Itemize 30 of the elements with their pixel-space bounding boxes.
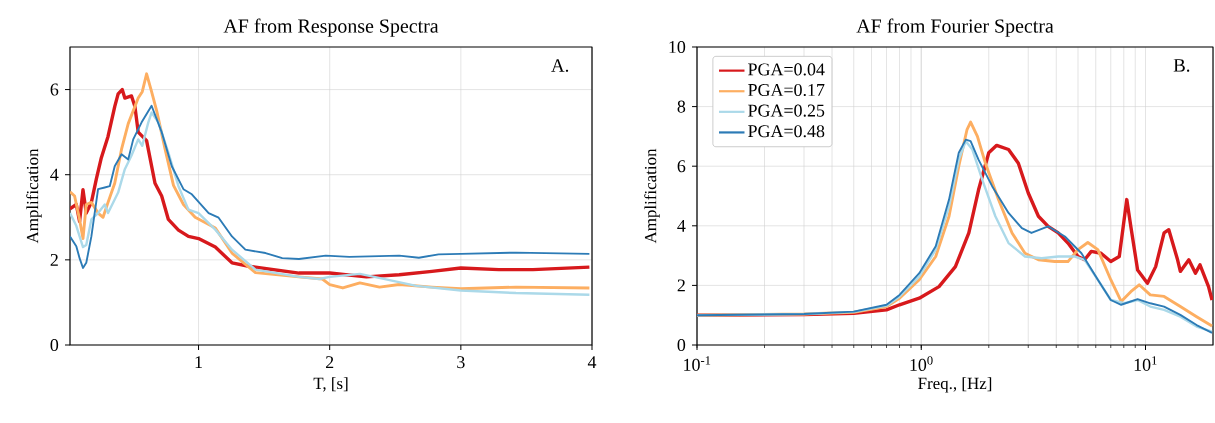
chart-title: AF from Response Spectra [223, 18, 439, 37]
y-tick-label: 0 [50, 338, 59, 352]
annotation: A. [551, 59, 569, 72]
y-tick-label: 8 [677, 100, 686, 113]
x-tick-label: 3 [457, 356, 465, 369]
y-tick-label: 6 [677, 160, 686, 173]
legend-label: PGA=0.25 [748, 104, 825, 117]
y-tick-label: 0 [677, 338, 686, 352]
x-tick-label: 10$^{1}$ [1134, 356, 1157, 371]
y-axis-title: Amplification [644, 148, 660, 244]
y-tick-label: 6 [50, 83, 59, 96]
y-tick-label: 4 [677, 219, 686, 232]
y-tick-label: 10 [669, 40, 686, 54]
annotation: B. [1173, 59, 1190, 72]
y-tick-label: 2 [677, 279, 685, 292]
y-tick-label: 4 [50, 168, 59, 181]
x-tick-label: 4 [587, 356, 597, 368]
chart-title: AF from Fourier Spectra [856, 18, 1054, 37]
legend-label: PGA=0.17 [748, 83, 825, 97]
x-tick-label: 10$^{-1}$ [684, 356, 711, 371]
legend-label: PGA=0.48 [748, 125, 825, 138]
x-tick-label: 1 [195, 356, 202, 369]
y-tick-label: 2 [50, 253, 58, 266]
x-axis-title: Freq., [Hz] [918, 377, 992, 393]
x-axis-title: T, [s] [313, 377, 348, 392]
y-axis-title: Amplification [26, 148, 42, 244]
line-series [70, 111, 591, 296]
x-tick-label: 2 [325, 356, 334, 369]
legend-label: PGA=0.04 [748, 63, 825, 76]
x-tick-label: 10$^{0}$ [910, 356, 933, 371]
